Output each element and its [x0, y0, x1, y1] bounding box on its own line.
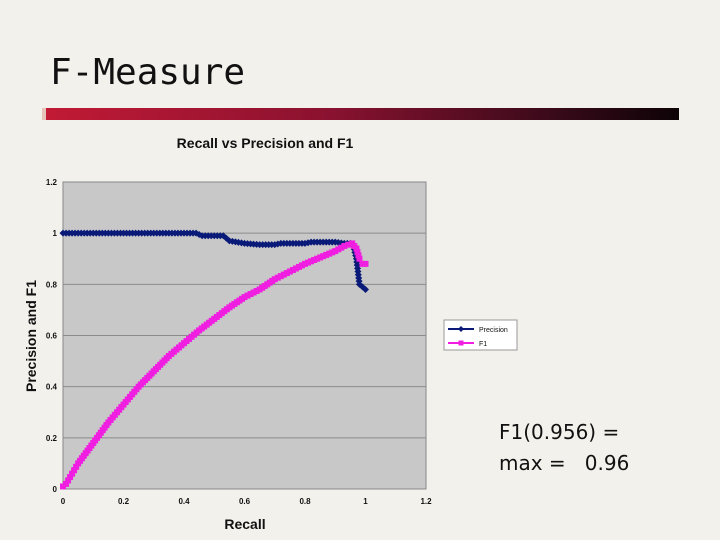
- point-f1-16: [271, 276, 278, 283]
- plot-border: [62, 181, 427, 490]
- marker-f1: [311, 257, 318, 264]
- y-tick-label-4: 0.8: [46, 280, 58, 289]
- x-tick-label-3: 0.6: [239, 497, 251, 506]
- x-tick-label-6: 1.2: [420, 497, 432, 506]
- marker-f1: [295, 263, 302, 270]
- marker-f1: [247, 291, 254, 298]
- y-tick-label-6: 1.2: [46, 178, 58, 187]
- point-f1-18: [302, 260, 308, 267]
- legend: Precision F1: [443, 319, 518, 351]
- f1-annotation: F1(0.956) = max = 0.96: [499, 417, 629, 479]
- series-layer: [59, 229, 369, 490]
- y-tick-label-1: 0.2: [46, 434, 58, 443]
- marker-f1: [314, 255, 321, 262]
- legend-marker-precision: [458, 326, 464, 332]
- marker-f1: [274, 274, 281, 281]
- y-tick-label-3: 0.6: [46, 332, 58, 341]
- marker-f1: [289, 267, 296, 274]
- legend-marker-f1: [458, 340, 464, 346]
- marker-f1: [65, 477, 72, 484]
- marker-f1: [244, 292, 251, 299]
- point-f1-14: [241, 294, 248, 301]
- point-f1-24: [356, 255, 363, 262]
- y-tick-label-5: 1: [53, 229, 58, 238]
- marker-f1: [338, 244, 345, 251]
- x-tick-labels: 0 0.2 0.4 0.6 0.8 1 1.2: [61, 497, 432, 506]
- marker-f1: [308, 258, 315, 265]
- marker-f1: [326, 250, 333, 257]
- point-f1-25: [359, 260, 366, 267]
- marker-f1: [73, 463, 80, 470]
- marker-f1: [329, 249, 336, 256]
- title-divider-accent: [42, 108, 46, 120]
- point-f1-19: [317, 254, 324, 261]
- point-f1-23: [353, 245, 360, 252]
- marker-f1: [335, 246, 342, 253]
- marker-f1: [283, 270, 290, 277]
- marker-f1: [323, 251, 330, 258]
- marker-f1: [355, 252, 362, 259]
- y-tick-label-0: 0: [53, 485, 58, 494]
- point-f1-17: [286, 268, 293, 275]
- y-axis-label: Precision and F1: [23, 280, 39, 392]
- x-tick-label-4: 0.8: [299, 497, 311, 506]
- y-tick-labels: 0 0.2 0.4 0.6 0.8 1 1.2: [46, 178, 58, 494]
- point-precision-22: [362, 285, 369, 293]
- legend-label-precision: Precision: [479, 327, 508, 334]
- x-tick-label-2: 0.4: [178, 497, 190, 506]
- marker-f1: [253, 287, 260, 294]
- marker-f1: [345, 241, 352, 248]
- marker-f1: [305, 259, 312, 266]
- point-f1-20: [332, 248, 339, 255]
- marker-f1: [280, 271, 287, 278]
- point-f1-21: [341, 242, 348, 249]
- legend-label-f1: F1: [479, 341, 487, 348]
- point-f1-2: [69, 470, 76, 477]
- marker-f1: [67, 474, 74, 481]
- point-f1-0: [60, 483, 66, 490]
- annotation-line-1: F1(0.956) =: [499, 420, 620, 444]
- annotation-line-2: max = 0.96: [499, 451, 630, 475]
- chart-title: Recall vs Precision and F1: [177, 135, 354, 151]
- marker-f1: [320, 253, 327, 260]
- x-tick-label-1: 0.2: [118, 497, 130, 506]
- x-axis-label: Recall: [224, 516, 265, 532]
- marker-f1: [292, 265, 299, 272]
- series-f1: [60, 240, 369, 490]
- x-tick-label-5: 1: [363, 497, 368, 506]
- title-divider: [42, 108, 679, 120]
- marker-f1: [354, 248, 361, 255]
- marker-f1: [298, 262, 305, 269]
- marker-f1: [71, 467, 78, 474]
- marker-f1: [250, 289, 257, 296]
- slide-title: F-Measure: [50, 52, 246, 93]
- point-f1-26: [362, 260, 369, 267]
- y-tick-label-2: 0.4: [46, 383, 58, 392]
- legend-box: [443, 319, 518, 351]
- x-tick-label-0: 0: [61, 497, 66, 506]
- marker-f1: [277, 273, 284, 280]
- point-f1-1: [63, 480, 70, 487]
